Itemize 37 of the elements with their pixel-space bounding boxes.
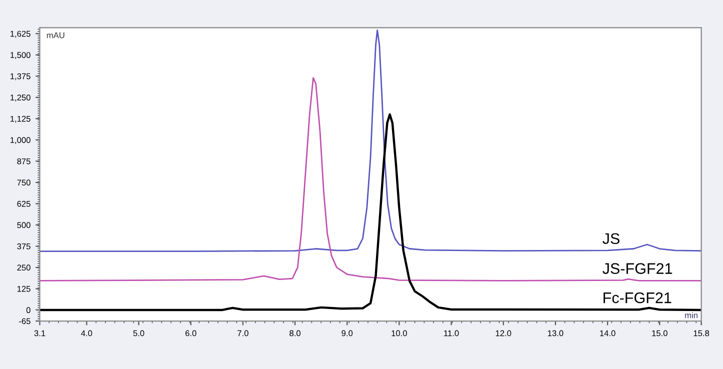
series-label: JS-FGF21 xyxy=(602,263,672,274)
y-tick-label: 1,375 xyxy=(10,73,30,80)
x-tick-label: 8.0 xyxy=(290,330,300,336)
y-tick-label: -65 xyxy=(19,318,30,324)
x-tick-label: 3.1 xyxy=(34,330,46,336)
y-tick-label: 250 xyxy=(17,264,30,271)
x-axis-title: min xyxy=(685,312,698,318)
x-tick-label: 4.0 xyxy=(81,330,92,336)
y-tick-label: 125 xyxy=(17,286,30,292)
y-tick-label: 1,125 xyxy=(10,116,30,123)
x-tick-label: 9.0 xyxy=(342,330,353,336)
y-axis-title: mAU xyxy=(46,32,64,38)
y-tick-label: 1,250 xyxy=(10,94,30,102)
x-tick-label: 12.0 xyxy=(496,330,512,336)
series-label: JS xyxy=(602,233,620,244)
y-tick-label: 875 xyxy=(17,158,30,164)
x-tick-label: 15.0 xyxy=(652,330,668,336)
x-tick-label: 14.0 xyxy=(600,330,616,336)
line-series xyxy=(40,113,702,312)
y-tick-label: 1,625 xyxy=(10,30,30,38)
x-tick-label: 15.8 xyxy=(694,330,710,336)
line-series xyxy=(40,30,702,252)
x-tick-label: 11.0 xyxy=(444,330,459,336)
series-label: Fc-FGF21 xyxy=(604,292,672,304)
y-tick-label: 625 xyxy=(17,200,30,207)
y-tick-label: 500 xyxy=(17,222,30,228)
y-tick-label: 750 xyxy=(17,180,30,186)
x-tick-label: 6.0 xyxy=(185,330,196,336)
y-tick-label: 375 xyxy=(17,243,30,250)
x-tick-label: 13.0 xyxy=(548,330,564,336)
x-tick-label: 5.0 xyxy=(133,330,144,336)
x-tick-label: 10.0 xyxy=(392,330,407,336)
y-tick-label: 0 xyxy=(26,307,30,314)
x-tick-label: 7.0 xyxy=(238,330,248,336)
y-tick-label: 1,500 xyxy=(10,52,30,59)
y-tick-label: 1,000 xyxy=(10,137,30,144)
line-series xyxy=(40,77,702,282)
